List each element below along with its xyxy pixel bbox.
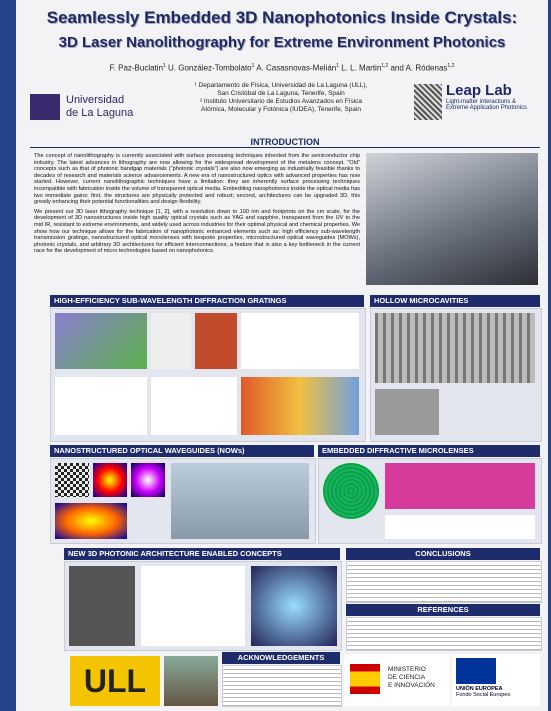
ull-logo: ULL (70, 656, 160, 706)
figure (251, 566, 337, 646)
affiliations: ¹ Departamento de Física, Universidad de… (166, 82, 396, 114)
section-heading: NEW 3D PHOTONIC ARCHITECTURE ENABLED CON… (64, 548, 340, 560)
intro-text: The concept of nanolithography is curren… (34, 153, 360, 258)
logo-text: E INNOVACIÓN (388, 682, 435, 689)
figure (141, 566, 245, 646)
author-affiliation: 1 (336, 63, 340, 69)
logo-text: de La Laguna (66, 107, 134, 119)
author-affiliation: 1 (251, 63, 255, 69)
logo-text: Universidad (66, 94, 125, 106)
section-heading: ACKNOWLEDGEMENTS (222, 652, 340, 664)
group-photo (164, 656, 218, 706)
logo-text: MINISTERIO (388, 666, 426, 673)
section-heading: HIGH-EFFICIENCY SUB-WAVELENGTH DIFFRACTI… (50, 295, 364, 307)
figure (55, 463, 89, 497)
author: A. Casasnovas-Melián (256, 63, 337, 73)
logo-mark (30, 94, 60, 120)
logo-mark (414, 84, 442, 120)
section-heading: REFERENCES (346, 604, 540, 616)
figure (151, 313, 191, 369)
figure (93, 463, 127, 497)
section-heading: INTRODUCTION (30, 137, 540, 148)
section-heading: EMBEDDED DIFFRACTIVE MICROLENSES (318, 445, 540, 457)
panel (346, 561, 542, 603)
logo-text: Extreme Application Photonics (446, 105, 528, 111)
flag (456, 658, 496, 684)
panel (318, 458, 542, 544)
figure (375, 313, 535, 383)
author: and A. Ródenas (390, 63, 448, 73)
logo-text: Fondo Social Europeo (456, 692, 511, 698)
panel (370, 308, 542, 442)
section-heading: CONCLUSIONS (346, 548, 540, 560)
eu-logo: UNIÓN EUROPEA Fondo Social Europeo (452, 654, 540, 706)
figure (171, 463, 309, 539)
logo-text: Leap Lab (446, 82, 512, 99)
university-logo: Universidad de La Laguna (66, 94, 133, 120)
figure (151, 377, 237, 435)
panel (50, 308, 366, 442)
authors: F. Paz-Buclatin1 U. González-Tombolato1 … (16, 63, 548, 73)
panel (222, 665, 342, 707)
author-affiliation: 1,2 (381, 63, 389, 69)
figure (195, 313, 237, 369)
affiliation: ² Instituto Universitario de Estudios Av… (199, 98, 363, 105)
section-heading: HOLLOW MICROCAVITIES (370, 295, 540, 307)
logo-text: UNIÓN EUROPEA (456, 686, 503, 692)
figure (69, 566, 135, 646)
paragraph: We present our 3D laser lithography tech… (34, 208, 360, 255)
figure (55, 313, 147, 369)
figure (55, 503, 127, 539)
title: 3D Laser Nanolithography for Extreme Env… (58, 34, 506, 51)
leap-lab-logo: Leap Lab Light-matter interactions & Extre… (446, 82, 527, 111)
figure (385, 463, 535, 509)
figure (323, 463, 379, 519)
author: F. Paz-Buclatin (109, 63, 164, 73)
title: Seamlessly Embedded 3D Nanophotonics Ins… (46, 8, 518, 27)
poster: Seamlessly Embedded 3D Nanophotonics Ins… (16, 0, 548, 711)
flag (350, 664, 380, 694)
figure (385, 515, 535, 539)
paragraph: The concept of nanolithography is curren… (34, 153, 360, 206)
affiliation: ¹ Departamento de Física, Universidad de… (194, 82, 368, 89)
figure (375, 389, 439, 435)
author: U. González-Tombolato (168, 63, 252, 73)
figure (55, 377, 147, 435)
section-heading: NANOSTRUCTURED OPTICAL WAVEGUIDES (NOWs) (50, 445, 314, 457)
figure (131, 463, 165, 497)
lab-photo (366, 153, 538, 285)
figure (241, 313, 359, 369)
panel (50, 458, 316, 544)
affiliation: Atómica, Molecular y Fotónica (IUDEA), T… (201, 106, 361, 113)
panel (346, 617, 542, 651)
author-affiliation: 1 (163, 63, 166, 69)
ministry-logo: MINISTERIO DE CIENCIA E INNOVACIÓN (344, 654, 450, 706)
affiliation: San Cristóbal de La Laguna, Tenerife, Sp… (217, 90, 345, 97)
logo-text: DE CIENCIA (388, 674, 426, 681)
author: L. L. Martin (341, 63, 382, 73)
logo-text: Light-matter interactions & (446, 99, 517, 105)
panel (64, 561, 342, 651)
figure (241, 377, 359, 435)
author-affiliation: 1,2 (447, 63, 455, 69)
